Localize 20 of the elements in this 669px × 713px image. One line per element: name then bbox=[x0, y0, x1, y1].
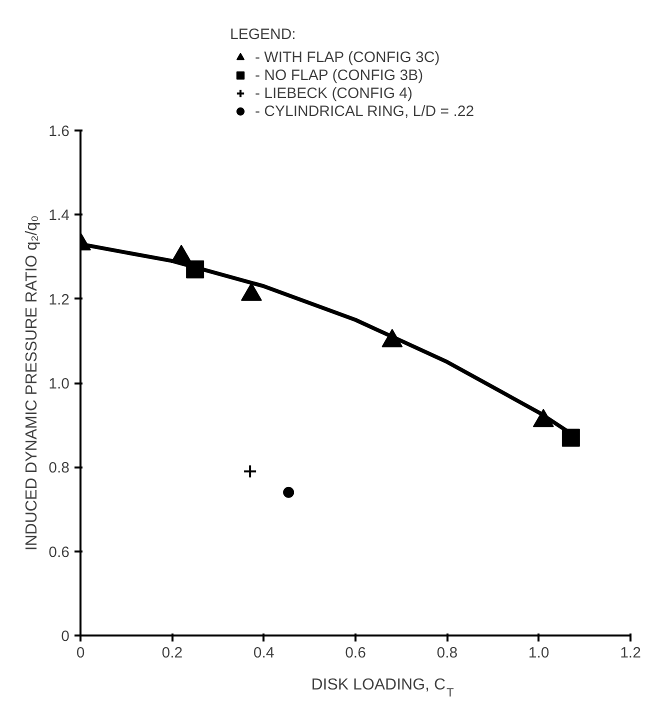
y-tick-label: 1.0 bbox=[48, 376, 70, 392]
x-tick-label: 0 bbox=[76, 644, 85, 662]
y-tick-label: 0.8 bbox=[48, 460, 70, 477]
legend-title: LEGEND: bbox=[230, 26, 297, 43]
legend-label: - CYLINDRICAL RING, L/D = .22 bbox=[255, 102, 474, 120]
y-axis-title: INDUCED DYNAMIC PRESSURE RATIO q₂/q₀ bbox=[24, 215, 41, 551]
legend-label: - NO FLAP (CONFIG 3B) bbox=[255, 66, 424, 84]
x-tick-label: 1.0 bbox=[528, 644, 550, 662]
y-tick-label: 0 bbox=[61, 628, 70, 645]
x-tick-label: 0.2 bbox=[162, 644, 183, 662]
legend-label: - WITH FLAP (CONFIG 3C) bbox=[255, 48, 440, 66]
x-tick-label: 0.8 bbox=[436, 644, 458, 662]
x-tick-label: 0.4 bbox=[253, 644, 274, 662]
x-tick-label: 1.2 bbox=[620, 644, 641, 662]
x-tick-label: 0.6 bbox=[345, 644, 366, 662]
legend-label: - LIEBECK (CONFIG 4) bbox=[255, 84, 413, 102]
y-tick-label: 1.2 bbox=[48, 291, 70, 308]
y-tick-label: 0.6 bbox=[48, 544, 70, 561]
y-tick-label: 1.6 bbox=[48, 123, 70, 140]
y-tick-label: 1.4 bbox=[48, 207, 70, 224]
